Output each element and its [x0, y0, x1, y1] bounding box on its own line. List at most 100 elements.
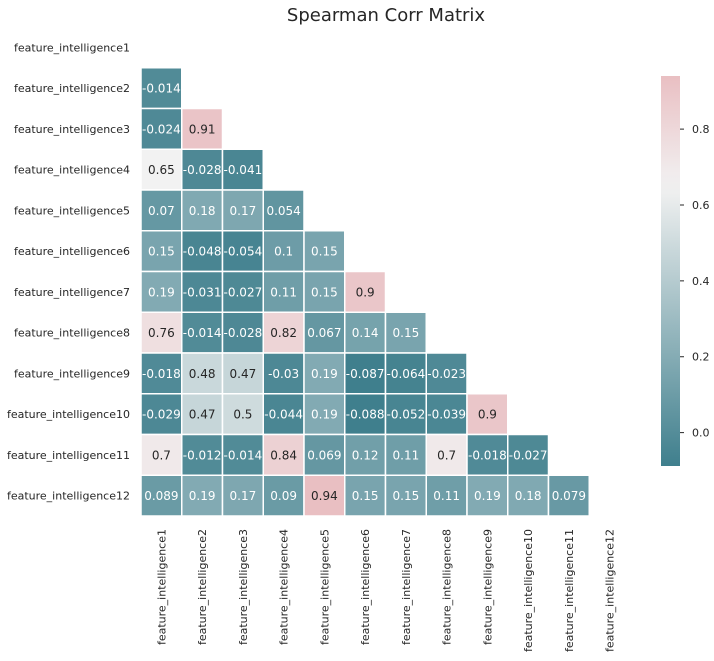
- heatmap-cell: [262, 474, 305, 517]
- cell-value-label: 0.19: [311, 367, 338, 381]
- cell-value-label: -0.087: [346, 367, 385, 381]
- colorbar-tick-label: 0.2: [692, 351, 710, 364]
- cell-value-label: -0.023: [427, 367, 466, 381]
- cell-value-label: 0.11: [393, 448, 420, 462]
- heatmap-cell: [140, 433, 183, 476]
- y-tick-label: feature_intelligence4: [14, 164, 130, 177]
- cell-value-label: -0.031: [183, 285, 222, 299]
- colorbar-gradient: [661, 76, 680, 466]
- cell-value-label: 0.19: [474, 489, 501, 503]
- heatmap-cell: [344, 433, 387, 476]
- heatmap-cell: [140, 311, 183, 354]
- cell-value-label: -0.052: [387, 408, 426, 422]
- cell-value-label: 0.15: [311, 285, 338, 299]
- x-tick-label: feature_intelligence11: [563, 529, 576, 652]
- cell-value-label: 0.76: [148, 326, 175, 340]
- cell-value-label: -0.018: [142, 367, 181, 381]
- heatmap-cell: [262, 230, 305, 273]
- x-tick-label: feature_intelligence8: [441, 529, 454, 645]
- cell-value-label: 0.17: [230, 204, 257, 218]
- y-tick-label: feature_intelligence2: [14, 82, 130, 95]
- chart-title: Spearman Corr Matrix: [287, 5, 486, 26]
- heatmap-cell: [303, 474, 346, 517]
- cell-value-label: 0.94: [311, 489, 338, 503]
- heatmap-cell: [344, 311, 387, 354]
- cell-value-label: -0.064: [387, 367, 426, 381]
- heatmap-cell: [221, 352, 264, 395]
- cell-value-label: 0.1: [274, 245, 293, 259]
- cell-value-label: -0.028: [183, 163, 222, 177]
- x-axis-tick-labels: feature_intelligence1 feature_intelligenc…: [155, 529, 616, 652]
- cell-value-label: -0.014: [224, 448, 263, 462]
- x-tick-label: feature_intelligence1: [155, 529, 168, 645]
- y-tick-label: feature_intelligence1: [14, 41, 130, 54]
- cell-value-label: -0.014: [183, 326, 222, 340]
- y-tick-label: feature_intelligence8: [14, 327, 130, 340]
- cell-value-label: 0.079: [552, 489, 586, 503]
- cell-value-label: 0.18: [189, 204, 216, 218]
- cell-value-label: -0.054: [224, 245, 263, 259]
- heatmap-cell: [303, 270, 346, 313]
- cell-value-label: 0.14: [352, 326, 379, 340]
- cell-value-label: 0.15: [393, 326, 420, 340]
- heatmap-cell: [140, 67, 183, 110]
- cell-value-label: 0.067: [307, 326, 341, 340]
- x-tick-label: feature_intelligence7: [400, 529, 413, 645]
- heatmap-cell: [221, 148, 264, 191]
- heatmap-cell: [384, 474, 427, 517]
- cell-value-label: 0.19: [311, 408, 338, 422]
- cell-value-label: 0.054: [266, 204, 300, 218]
- cell-value-label: 0.19: [148, 285, 175, 299]
- heatmap-cell: [140, 474, 183, 517]
- heatmap-cell: [466, 474, 509, 517]
- cell-value-label: -0.018: [468, 448, 507, 462]
- cell-value-label: 0.089: [144, 489, 178, 503]
- cell-value-label: 0.7: [152, 448, 171, 462]
- y-tick-label: feature_intelligence6: [14, 245, 130, 258]
- y-axis-tick-labels: feature_intelligence1 feature_intelligenc…: [7, 41, 130, 502]
- y-tick-label: feature_intelligence10: [7, 408, 130, 421]
- cell-value-label: 0.91: [189, 122, 216, 136]
- colorbar-tick-label: 0.0: [692, 427, 710, 440]
- x-tick-label: feature_intelligence3: [237, 529, 250, 645]
- cell-value-label: 0.65: [148, 163, 175, 177]
- colorbar-tick-label: 0.6: [692, 199, 710, 212]
- heatmap-cell: [344, 393, 387, 436]
- cell-value-label: 0.47: [230, 367, 257, 381]
- y-tick-label: feature_intelligence7: [14, 286, 130, 299]
- x-tick-label: feature_intelligence2: [196, 529, 209, 645]
- cell-value-label: 0.12: [352, 448, 379, 462]
- cell-value-label: -0.048: [183, 245, 222, 259]
- heatmap-cell: [181, 474, 224, 517]
- heatmap-cell: [140, 270, 183, 313]
- colorbar-tick-label: 0.8: [692, 123, 710, 136]
- cell-value-label: 0.9: [478, 408, 497, 422]
- cell-value-label: 0.09: [270, 489, 297, 503]
- cell-value-label: -0.027: [509, 448, 548, 462]
- cell-value-label: -0.014: [142, 82, 181, 96]
- heatmap-cell: [425, 352, 468, 395]
- x-tick-label: feature_intelligence12: [604, 529, 617, 652]
- heatmap-cell: [262, 433, 305, 476]
- cell-value-label: 0.47: [189, 408, 216, 422]
- heatmap-cell: [507, 433, 550, 476]
- colorbar: 0.0 0.2 0.4 0.6 0.8: [661, 76, 710, 466]
- cell-value-label: 0.15: [311, 245, 338, 259]
- heatmap-cell: [181, 270, 224, 313]
- cell-value-label: 0.7: [437, 448, 456, 462]
- y-tick-label: feature_intelligence12: [7, 490, 130, 503]
- heatmap-cell: [181, 230, 224, 273]
- cell-value-label: 0.069: [307, 448, 341, 462]
- cell-value-label: -0.027: [224, 285, 263, 299]
- cell-value-label: 0.15: [393, 489, 420, 503]
- cell-value-label: 0.84: [270, 448, 297, 462]
- heatmap-cell: [262, 189, 305, 232]
- cell-value-label: 0.48: [189, 367, 216, 381]
- cell-value-label: 0.82: [270, 326, 297, 340]
- cell-value-label: 0.17: [230, 489, 257, 503]
- y-tick-label: feature_intelligence3: [14, 123, 130, 136]
- cell-value-label: -0.028: [224, 326, 263, 340]
- y-tick-label: feature_intelligence9: [14, 367, 130, 380]
